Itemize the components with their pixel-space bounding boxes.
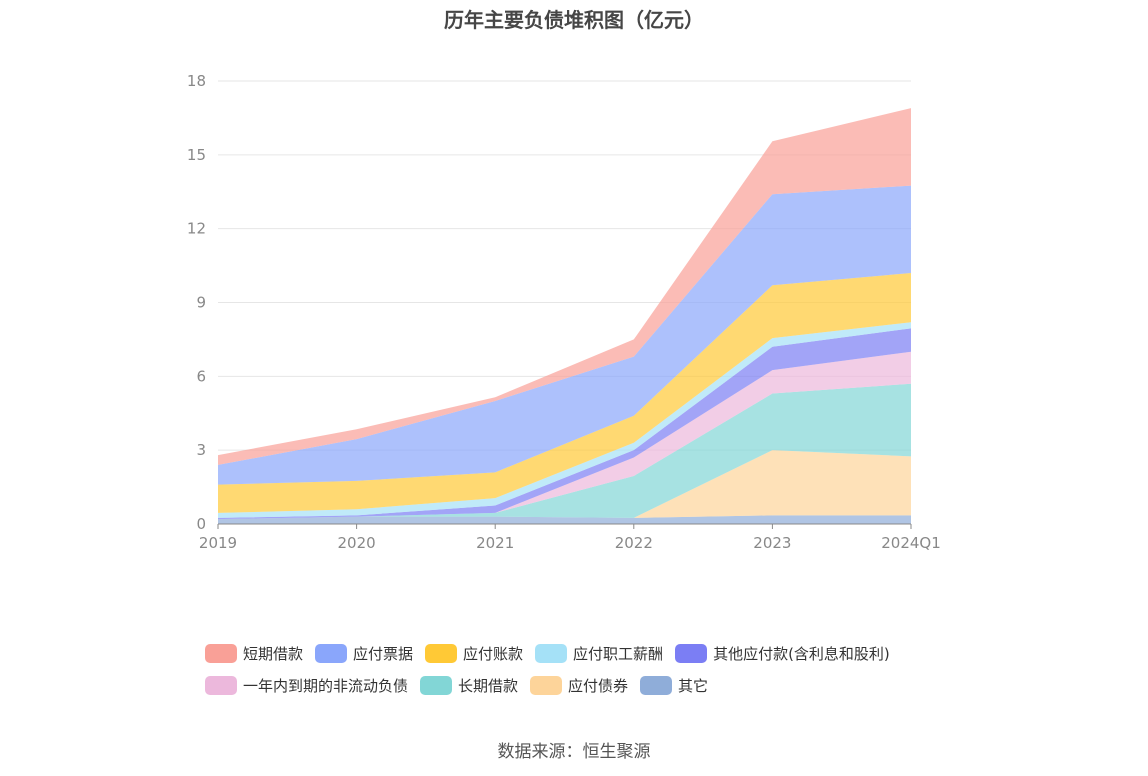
y-tick-label: 6 (196, 367, 206, 385)
legend-label: 短期借款 (243, 644, 304, 663)
area-series (218, 515, 911, 524)
x-tick-label: 2021 (476, 534, 514, 552)
legend-label: 其他应付款(含利息和股利) (713, 644, 890, 663)
legend-item[interactable]: 应付票据 (315, 643, 413, 664)
stacked-area-chart: 0 3 6 9 12 15 18 2019 2020 2021 2022 2023 2024Q1 (187, 72, 941, 552)
legend-item[interactable]: 短期借款 (205, 643, 303, 664)
y-tick-label: 3 (196, 441, 206, 459)
x-tick-label: 2023 (753, 534, 791, 552)
area-series (218, 328, 911, 520)
area-series (218, 322, 911, 518)
x-tick-label: 2019 (199, 534, 237, 552)
y-tick-label: 0 (196, 515, 206, 533)
data-source: 数据来源：恒生聚源 (497, 742, 651, 762)
legend-swatch (205, 675, 237, 695)
legend-label: 应付职工薪酬 (573, 644, 664, 663)
chart-title: 历年主要负债堆积图（亿元） (444, 8, 704, 32)
area-series (218, 108, 911, 465)
legend-item[interactable]: 应付债券 (530, 675, 628, 696)
area-series (218, 185, 911, 485)
area-series (218, 450, 911, 520)
legend-swatch (530, 675, 563, 695)
legend-item[interactable]: 应付账款 (425, 643, 523, 664)
area-series (218, 383, 911, 520)
x-tick-label: 2024Q1 (881, 534, 941, 552)
y-tick-label: 15 (187, 146, 206, 164)
y-tick-label: 12 (187, 220, 206, 238)
x-tick-label: 2020 (338, 534, 376, 552)
legend-item[interactable]: 一年内到期的非流动负债 (205, 675, 408, 696)
legend-item[interactable]: 其他应付款(含利息和股利) (675, 643, 890, 664)
y-tick-label: 18 (187, 72, 206, 90)
chart-legend: 短期借款 应付票据 应付账款 应付职工薪酬 其他应付款(含利息和股利) 一年内到期的非流动… (205, 637, 965, 701)
legend-swatch (205, 643, 237, 663)
legend-item[interactable]: 其它 (640, 675, 708, 696)
legend-swatch (640, 675, 673, 695)
legend-item[interactable]: 应付职工薪酬 (535, 643, 663, 664)
legend-swatch (420, 675, 453, 695)
legend-label: 其它 (678, 676, 709, 695)
legend-label: 一年内到期的非流动负债 (243, 676, 409, 695)
legend-label: 应付债券 (568, 676, 629, 695)
legend-row: 短期借款 应付票据 应付账款 应付职工薪酬 其他应付款(含利息和股利) (205, 637, 965, 669)
legend-label: 应付账款 (463, 644, 524, 663)
legend-label: 应付票据 (353, 644, 414, 663)
legend-swatch (425, 643, 458, 663)
legend-row: 一年内到期的非流动负债 长期借款 应付债券 其它 (205, 669, 965, 701)
legend-swatch (315, 643, 348, 663)
x-tick-label: 2022 (615, 534, 653, 552)
y-tick-label: 9 (196, 294, 206, 312)
legend-item[interactable]: 长期借款 (420, 675, 518, 696)
legend-label: 长期借款 (458, 676, 519, 695)
area-series (218, 272, 911, 513)
area-series (218, 351, 911, 520)
legend-swatch (535, 643, 568, 663)
legend-swatch (675, 643, 708, 663)
